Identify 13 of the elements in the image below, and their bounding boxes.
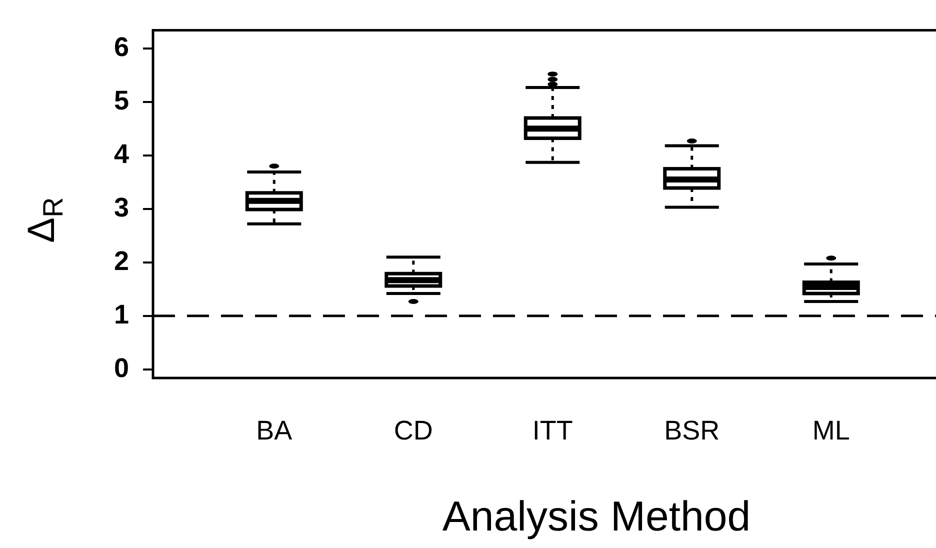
y-tick-label: 4 — [114, 138, 129, 169]
x-tick-label: ML — [812, 416, 850, 446]
x-tick-label: BSR — [664, 416, 720, 446]
x-tick-label: BA — [256, 416, 292, 446]
y-tick-label: 0 — [114, 352, 129, 383]
x-tick-label: CD — [394, 416, 433, 446]
y-tick-label: 2 — [114, 246, 129, 276]
y-tick-label: 3 — [114, 192, 129, 222]
y-tick-label: 6 — [114, 32, 129, 62]
x-tick-label: ITT — [532, 416, 573, 446]
y-tick-label: 1 — [114, 299, 129, 330]
x-axis-title: Analysis Method — [442, 492, 751, 540]
y-tick-label: 5 — [114, 85, 129, 116]
